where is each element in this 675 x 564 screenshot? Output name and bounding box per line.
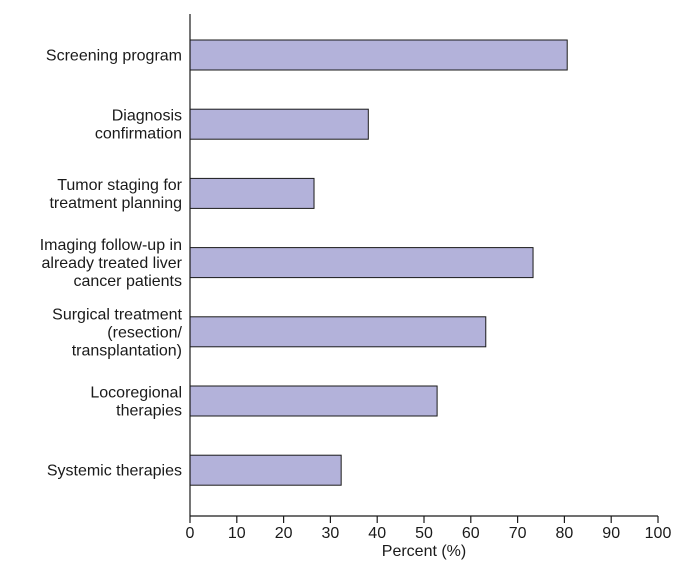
x-tick-label-10: 100 bbox=[645, 525, 672, 542]
x-tick-label-6: 60 bbox=[462, 525, 480, 542]
category-label-line: confirmation bbox=[95, 126, 182, 143]
x-tick-label-2: 20 bbox=[275, 525, 293, 542]
category-label-2: Tumor staging for treatment planning bbox=[49, 177, 182, 212]
x-tick-label-8: 80 bbox=[556, 525, 574, 542]
category-label-0: Screening program bbox=[46, 48, 182, 65]
x-tick-label-5: 50 bbox=[415, 525, 433, 542]
category-label-line: (resection/ bbox=[107, 324, 182, 341]
category-label-line: Surgical treatment bbox=[52, 306, 182, 323]
bar-6 bbox=[189, 454, 342, 486]
x-tick-label-3: 30 bbox=[322, 525, 340, 542]
x-tick-label-4: 40 bbox=[368, 525, 386, 542]
category-label-line: cancer patients bbox=[73, 273, 182, 290]
bar-2 bbox=[189, 177, 315, 209]
x-tick-label-0: 0 bbox=[186, 525, 195, 542]
category-label-line: Systemic therapies bbox=[47, 463, 182, 480]
category-label-line: already treated liver bbox=[41, 255, 182, 272]
category-label-line: Imaging follow-up in bbox=[40, 237, 182, 254]
x-tick-label-1: 10 bbox=[228, 525, 246, 542]
category-label-line: therapies bbox=[116, 403, 182, 420]
category-label-5: Locoregional therapies bbox=[90, 385, 182, 420]
category-label-3: Imaging follow-up in already treated live… bbox=[40, 237, 183, 290]
category-label-line: Locoregional bbox=[90, 385, 182, 402]
category-label-6: Systemic therapies bbox=[47, 463, 182, 480]
category-label-line: Tumor staging for bbox=[57, 177, 182, 194]
bar-3 bbox=[189, 247, 534, 279]
x-tick-label-7: 70 bbox=[509, 525, 527, 542]
bars-group bbox=[189, 39, 568, 486]
bar-1 bbox=[189, 108, 369, 140]
category-label-1: Diagnosis confirmation bbox=[95, 108, 182, 143]
x-tick-label-9: 90 bbox=[602, 525, 620, 542]
category-label-line: transplantation) bbox=[72, 342, 182, 359]
bar-0 bbox=[189, 39, 568, 71]
category-label-line: Screening program bbox=[46, 48, 182, 65]
bar-4 bbox=[189, 316, 487, 348]
x-axis-title: Percent (%) bbox=[382, 543, 466, 560]
category-label-line: treatment planning bbox=[49, 195, 182, 212]
category-label-line: Diagnosis bbox=[112, 108, 182, 125]
category-label-4: Surgical treatment (resection/transplanta… bbox=[52, 306, 182, 359]
bar-5 bbox=[189, 385, 438, 417]
category-labels: Screening program Diagnosis confirmation Tu… bbox=[40, 48, 183, 480]
x-axis-ticks: 0 10 20 30 40 50 60 70 80 90 100 bbox=[186, 516, 672, 542]
